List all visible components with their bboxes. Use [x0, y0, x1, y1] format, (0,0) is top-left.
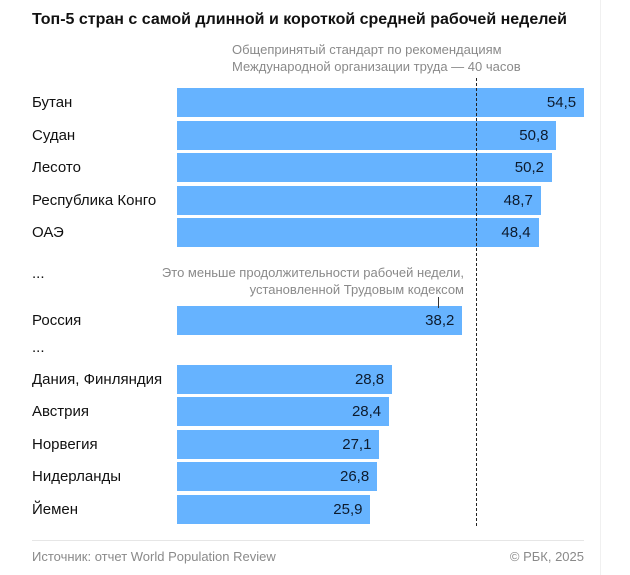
category-label: Республика Конго: [32, 192, 157, 209]
bar: [177, 365, 393, 394]
bar: [177, 495, 371, 524]
russia-annotation: Это меньше продолжительности рабочей нед…: [162, 264, 464, 298]
bar: [177, 306, 463, 335]
annotation-line-1: Это меньше продолжительности рабочей нед…: [161, 265, 464, 280]
reference-line-note: Общепринятый стандарт по рекомендациям М…: [232, 41, 521, 75]
bar: [177, 397, 390, 426]
reference-line-40: [475, 78, 477, 526]
value-label: 50,8: [519, 127, 549, 144]
value-label: 27,1: [342, 436, 372, 453]
bar: [177, 218, 539, 247]
bar: [177, 153, 552, 182]
value-label: 26,8: [340, 468, 370, 485]
reference-note-line-2: Международной организации труда — 40 час…: [232, 59, 521, 74]
category-label: Норвегия: [32, 436, 98, 453]
value-label: 25,9: [333, 501, 363, 518]
category-label: Дания, Финляндия: [32, 371, 163, 388]
footer-divider: [32, 540, 584, 541]
category-label: Лесото: [32, 159, 81, 176]
category-label: Нидерланды: [32, 468, 122, 485]
reference-note-line-1: Общепринятый стандарт по рекомендациям: [232, 42, 502, 57]
bar: [177, 186, 541, 215]
ellipsis-1: ...: [32, 265, 45, 282]
value-label: 50,2: [514, 159, 544, 176]
value-label: 28,8: [354, 371, 385, 388]
category-label: Бутан: [32, 94, 73, 111]
ellipsis-2: ...: [32, 339, 45, 356]
category-label: Россия: [32, 312, 82, 329]
source-text: Источник: отчет World Population Review: [32, 549, 276, 564]
value-label: 38,2: [425, 312, 455, 329]
chart-title: Топ-5 стран с самой длинной и короткой с…: [32, 11, 567, 28]
bar: [177, 430, 380, 459]
value-label: 28,4: [351, 403, 382, 420]
value-label: 48,4: [501, 224, 531, 241]
card-background: [600, 0, 601, 575]
bar: [177, 462, 378, 491]
copyright-text: © РБК, 2025: [509, 549, 584, 564]
category-label: Йемен: [32, 501, 79, 518]
bar: [177, 121, 557, 150]
value-label: 48,7: [503, 192, 533, 209]
value-label: 54,5: [546, 94, 577, 111]
category-label: Судан: [32, 127, 76, 144]
category-label: Австрия: [32, 403, 90, 420]
category-label: ОАЭ: [32, 224, 64, 241]
annotation-line-2: установленной Трудовым кодексом: [249, 282, 464, 297]
bar: [177, 88, 585, 117]
annotation-pointer: [438, 297, 439, 308]
